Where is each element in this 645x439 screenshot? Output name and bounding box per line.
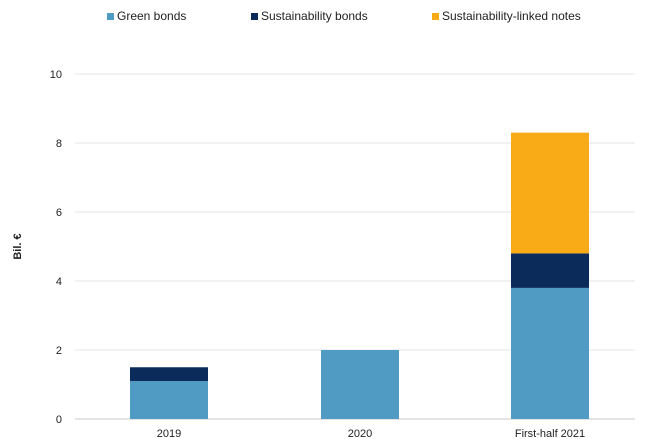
y-tick-label: 2 bbox=[56, 345, 62, 357]
x-tick-label: 2020 bbox=[348, 428, 372, 439]
bar-sustainability-bonds bbox=[130, 367, 208, 382]
legend-swatch-sustainability-bonds bbox=[251, 12, 258, 20]
x-tick-label: First-half 2021 bbox=[515, 428, 585, 439]
y-tick-label: 4 bbox=[56, 276, 62, 288]
legend-item-sustainability-bonds: Sustainability bonds bbox=[251, 9, 368, 23]
y-tick-label: 8 bbox=[56, 138, 62, 150]
y-tick-label: 6 bbox=[56, 207, 62, 219]
y-axis-label: Bil. € bbox=[12, 233, 24, 259]
bar-sustainability-linked-notes bbox=[511, 132, 589, 254]
legend-label-sustainability-linked-notes: Sustainability-linked notes bbox=[442, 9, 581, 23]
bar-sustainability-bonds bbox=[511, 253, 589, 288]
legend-item-sustainability-linked-notes: Sustainability-linked notes bbox=[432, 9, 581, 23]
bar-green-bonds bbox=[321, 350, 399, 419]
bar-green-bonds bbox=[130, 381, 208, 419]
x-tick-label: 2019 bbox=[157, 428, 181, 439]
y-tick-label: 10 bbox=[50, 69, 62, 81]
legend-item-green-bonds: Green bonds bbox=[107, 9, 186, 23]
legend-swatch-sustainability-linked-notes bbox=[432, 12, 439, 20]
legend-label-green-bonds: Green bonds bbox=[117, 9, 187, 23]
bar-green-bonds bbox=[511, 287, 589, 419]
legend-label-sustainability-bonds: Sustainability bonds bbox=[261, 9, 368, 23]
legend-swatch-green-bonds bbox=[107, 12, 114, 20]
y-tick-label: 0 bbox=[56, 414, 62, 426]
chart-legend: Green bonds Sustainability bonds Sustain… bbox=[0, 9, 645, 29]
